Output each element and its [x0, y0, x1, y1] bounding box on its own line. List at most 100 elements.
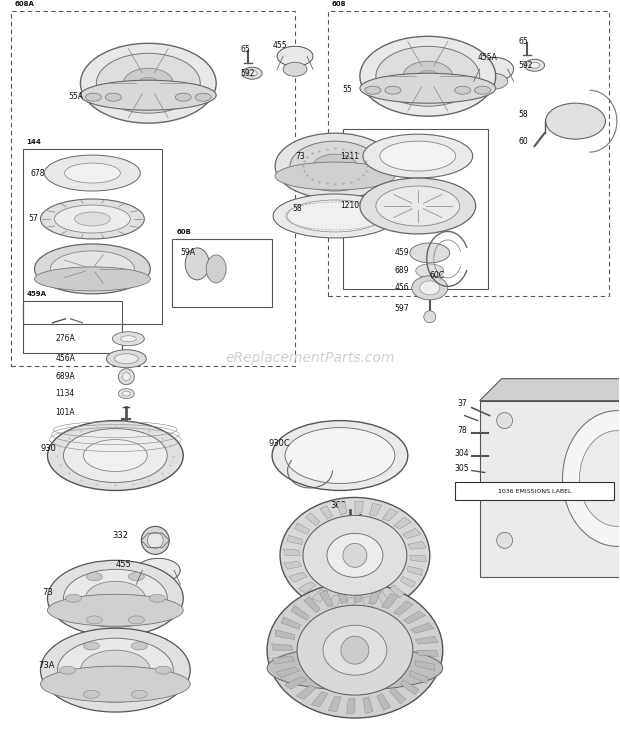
Text: 456: 456 [395, 283, 409, 292]
Polygon shape [291, 606, 309, 620]
Ellipse shape [74, 212, 110, 226]
Ellipse shape [327, 533, 383, 577]
Ellipse shape [123, 68, 173, 98]
Polygon shape [389, 687, 406, 704]
Ellipse shape [114, 353, 138, 364]
Polygon shape [390, 585, 404, 597]
Ellipse shape [35, 267, 150, 291]
Text: 1210: 1210 [340, 202, 359, 211]
Ellipse shape [81, 650, 150, 690]
Ellipse shape [63, 429, 167, 483]
Ellipse shape [287, 200, 383, 232]
Ellipse shape [412, 276, 448, 300]
Text: 455A: 455A [477, 53, 498, 62]
Polygon shape [394, 601, 414, 615]
Text: 459: 459 [395, 248, 409, 257]
Circle shape [122, 373, 130, 381]
Ellipse shape [58, 638, 173, 702]
Polygon shape [377, 693, 391, 711]
Ellipse shape [143, 575, 174, 593]
Ellipse shape [63, 569, 167, 627]
Polygon shape [272, 644, 293, 650]
Ellipse shape [365, 86, 381, 94]
Ellipse shape [60, 666, 76, 674]
Ellipse shape [416, 264, 444, 278]
Text: 37: 37 [458, 399, 467, 408]
Ellipse shape [242, 67, 262, 79]
Ellipse shape [360, 36, 495, 116]
Text: 276A: 276A [55, 334, 75, 343]
Polygon shape [320, 506, 332, 519]
Ellipse shape [529, 62, 539, 68]
Polygon shape [337, 502, 347, 515]
Text: 608: 608 [332, 1, 347, 7]
Ellipse shape [138, 77, 158, 89]
Ellipse shape [380, 141, 456, 171]
Polygon shape [403, 611, 425, 623]
Ellipse shape [86, 616, 102, 624]
Polygon shape [410, 623, 434, 633]
Text: 305: 305 [454, 464, 469, 473]
Polygon shape [409, 671, 428, 684]
Text: 57: 57 [29, 214, 38, 223]
Polygon shape [304, 597, 321, 613]
Ellipse shape [420, 281, 440, 295]
Polygon shape [306, 513, 320, 526]
Ellipse shape [546, 103, 606, 139]
Text: 101A: 101A [55, 408, 75, 417]
Text: 592: 592 [240, 68, 255, 77]
Ellipse shape [81, 43, 216, 124]
Ellipse shape [313, 154, 357, 178]
Text: 678: 678 [30, 169, 45, 178]
Text: 597: 597 [395, 304, 409, 313]
Polygon shape [285, 677, 306, 690]
Ellipse shape [64, 163, 120, 183]
Text: 73: 73 [295, 152, 305, 161]
Polygon shape [417, 650, 438, 656]
Ellipse shape [40, 628, 190, 712]
Circle shape [148, 533, 163, 548]
Ellipse shape [195, 93, 211, 101]
Polygon shape [394, 517, 412, 529]
Bar [328, 11, 609, 296]
Bar [343, 129, 488, 289]
Ellipse shape [120, 336, 136, 341]
Ellipse shape [84, 440, 148, 472]
Text: 689: 689 [395, 266, 409, 275]
Circle shape [497, 533, 513, 548]
Text: 65: 65 [240, 45, 250, 54]
Text: 689A: 689A [55, 372, 75, 381]
Polygon shape [363, 596, 373, 609]
Ellipse shape [48, 420, 184, 490]
Ellipse shape [297, 606, 413, 695]
Polygon shape [415, 661, 435, 670]
Ellipse shape [475, 86, 490, 94]
Ellipse shape [128, 616, 144, 624]
Ellipse shape [40, 666, 190, 702]
Polygon shape [480, 379, 620, 400]
Circle shape [141, 527, 169, 554]
Ellipse shape [35, 244, 150, 294]
Ellipse shape [149, 594, 166, 602]
Text: 455: 455 [273, 41, 288, 50]
Circle shape [341, 636, 369, 664]
Polygon shape [369, 589, 382, 604]
Text: 73: 73 [43, 588, 53, 597]
Text: 455: 455 [115, 559, 131, 569]
Text: 59A: 59A [180, 248, 195, 257]
Text: 1005: 1005 [305, 540, 326, 549]
Ellipse shape [48, 594, 184, 626]
Polygon shape [288, 535, 302, 545]
Ellipse shape [136, 558, 180, 583]
Polygon shape [312, 590, 327, 602]
Ellipse shape [525, 60, 544, 71]
Polygon shape [311, 692, 328, 707]
Polygon shape [402, 528, 421, 539]
Bar [480, 400, 620, 577]
Text: 1134: 1134 [55, 389, 75, 398]
Polygon shape [319, 590, 333, 607]
Text: 73A: 73A [38, 661, 55, 670]
Ellipse shape [580, 431, 620, 527]
Ellipse shape [175, 93, 191, 101]
Ellipse shape [277, 46, 313, 66]
